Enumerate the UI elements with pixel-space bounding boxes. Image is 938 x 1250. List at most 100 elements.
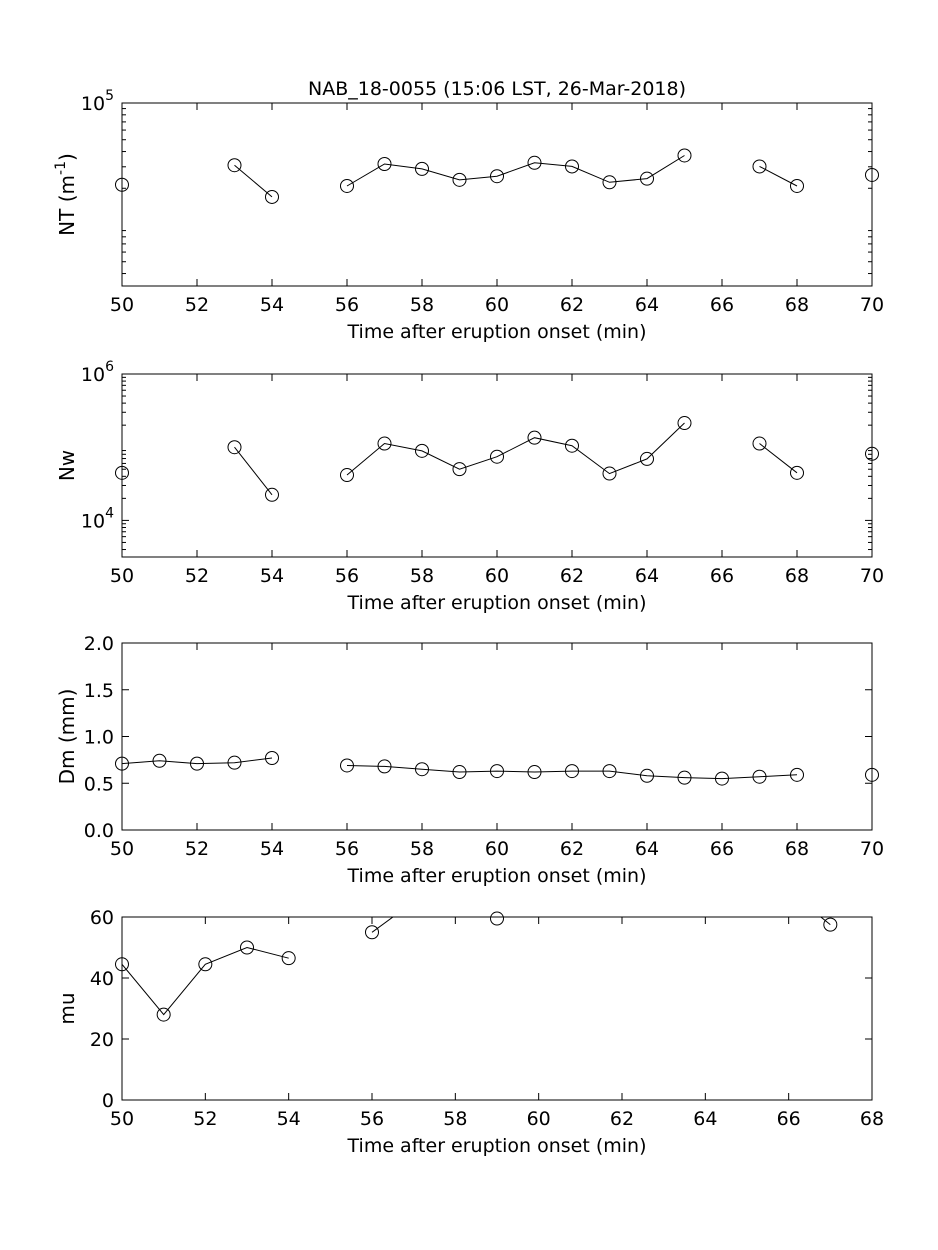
data-point xyxy=(377,436,392,451)
data-point xyxy=(377,759,392,774)
data-point xyxy=(340,758,354,773)
data-point xyxy=(640,768,654,783)
data-point xyxy=(752,159,767,174)
series-line xyxy=(234,446,273,496)
data-point xyxy=(527,155,542,170)
y-tick-label: 105 xyxy=(81,88,114,115)
chart-panel-1: 50 52 54 56 58 60 62 64 66 68 70 105 Time after erup… xyxy=(53,78,884,343)
data-point xyxy=(490,764,504,779)
data-point xyxy=(865,446,879,461)
y-axis-label: mu xyxy=(55,992,79,1024)
x-tick-label: 64 xyxy=(635,565,659,587)
x-tick-label: 70 xyxy=(860,294,884,316)
x-tick-label: 68 xyxy=(785,565,809,587)
data-point xyxy=(115,957,129,972)
x-tick-label: 52 xyxy=(185,838,209,860)
series-line xyxy=(346,422,685,476)
x-tick-label: 70 xyxy=(860,838,884,860)
y-axis-label: Nw xyxy=(55,450,79,481)
data-point xyxy=(227,440,242,455)
x-tick-label: 58 xyxy=(410,294,434,316)
x-tick-label: 56 xyxy=(335,565,359,587)
data-point xyxy=(452,462,467,477)
data-point xyxy=(490,449,504,464)
data-point xyxy=(677,148,692,163)
data-point xyxy=(115,177,129,192)
x-tick-label: 56 xyxy=(335,294,359,316)
data-point xyxy=(602,175,617,190)
chart-panel-2: 50 52 54 56 58 60 62 64 66 68 70 104 106 Time after e… xyxy=(55,359,884,614)
data-layer xyxy=(122,917,831,1016)
data-point xyxy=(340,468,354,483)
data-point xyxy=(527,430,542,445)
x-tick-label: 54 xyxy=(260,838,284,860)
chart-panel-4: 50 52 54 56 58 60 62 64 66 68 0 20 40 60 Time after er… xyxy=(55,907,884,1157)
data-point xyxy=(265,189,279,204)
marker-layer xyxy=(115,751,879,786)
data-point xyxy=(240,940,254,955)
data-point xyxy=(715,771,729,786)
x-tick-label: 58 xyxy=(410,838,434,860)
data-point xyxy=(865,767,879,782)
y-tick-label: 40 xyxy=(90,968,114,990)
axes-box xyxy=(121,102,873,287)
x-axis-label: Time after eruption onset (min) xyxy=(347,592,647,614)
x-tick-label: 66 xyxy=(710,565,734,587)
data-point xyxy=(677,416,692,431)
x-tick-label: 64 xyxy=(635,838,659,860)
series-line xyxy=(234,164,273,198)
data-point xyxy=(415,161,429,176)
data-point xyxy=(865,167,879,182)
data-point xyxy=(452,172,467,187)
x-tick-label: 56 xyxy=(360,1108,384,1130)
series-line xyxy=(122,946,289,1016)
x-tick-label: 68 xyxy=(860,1108,884,1130)
chart-title: NAB_18-0055 (15:06 LST, 26-Mar-2018) xyxy=(308,78,686,100)
series-line xyxy=(759,443,798,474)
data-point xyxy=(115,756,129,771)
data-point xyxy=(377,157,392,171)
axes-box xyxy=(121,373,873,558)
series-line xyxy=(759,165,798,187)
data-point xyxy=(752,436,767,451)
data-point xyxy=(640,451,654,466)
series-line xyxy=(346,765,798,780)
y-tick-label: 2.0 xyxy=(84,633,114,655)
y-tick-label: 60 xyxy=(90,907,114,929)
data-point xyxy=(152,753,167,768)
data-point xyxy=(823,917,838,932)
data-point xyxy=(490,169,504,184)
data-point xyxy=(265,487,279,502)
y-tick-label: 1.0 xyxy=(84,727,114,749)
data-layer xyxy=(122,757,798,780)
data-point xyxy=(365,925,379,940)
x-tick-label: 54 xyxy=(260,565,284,587)
x-tick-label: 60 xyxy=(485,294,509,316)
x-tick-label: 68 xyxy=(785,838,809,860)
x-tick-label: 60 xyxy=(485,565,509,587)
data-point xyxy=(281,951,296,966)
data-point xyxy=(565,438,579,453)
x-tick-label: 62 xyxy=(610,1108,634,1130)
marker-layer xyxy=(115,911,838,1022)
data-point xyxy=(156,1007,171,1022)
y-axis-label: NT (m-1) xyxy=(53,153,79,236)
x-tick-label: 54 xyxy=(260,294,284,316)
x-tick-label: 66 xyxy=(710,838,734,860)
data-point xyxy=(790,465,804,480)
data-point xyxy=(415,443,429,458)
data-point xyxy=(790,178,804,193)
data-point xyxy=(640,171,654,186)
x-tick-label: 66 xyxy=(710,294,734,316)
y-tick-label: 0.5 xyxy=(84,773,114,795)
x-axis-label: Time after eruption onset (min) xyxy=(347,321,647,343)
x-tick-label: 54 xyxy=(277,1108,301,1130)
x-tick-label: 62 xyxy=(560,838,584,860)
y-tick-label: 20 xyxy=(90,1029,114,1051)
data-point xyxy=(527,765,542,780)
data-point xyxy=(677,770,692,785)
x-tick-label: 66 xyxy=(777,1108,801,1130)
y-tick-label: 1.5 xyxy=(84,680,114,702)
x-tick-label: 58 xyxy=(443,1108,467,1130)
series-line xyxy=(371,917,394,933)
